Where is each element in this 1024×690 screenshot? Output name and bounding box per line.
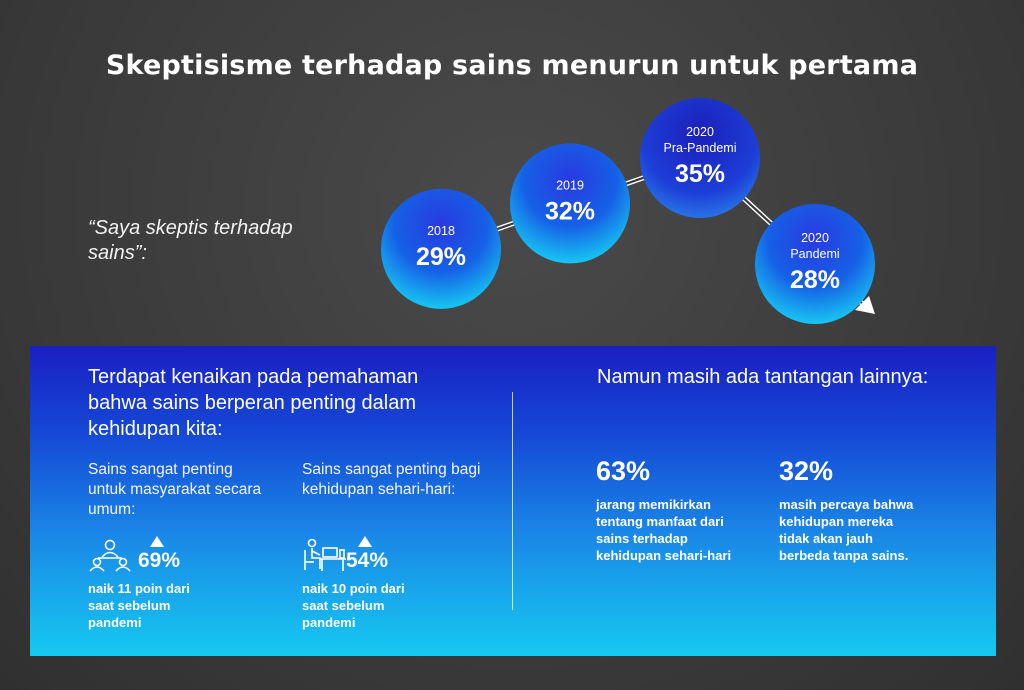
increase-arrow-icon xyxy=(358,536,372,547)
trend-arrow-icon xyxy=(855,296,875,314)
person-at-desk-icon xyxy=(304,538,346,571)
bubble-year-label: 2020 xyxy=(801,231,829,245)
stat2-note: naik 10 poin dari saat sebelum pandemi xyxy=(302,581,405,630)
stat4-note: masih percaya bahwa kehidupan mereka tid… xyxy=(779,497,914,563)
survey-quote: “Saya skeptis terhadap sains”: xyxy=(88,217,293,264)
bubble-value-label: 29% xyxy=(416,243,466,271)
right-heading: Namun masih ada tantangan lainnya: xyxy=(597,366,929,388)
stat3-note: jarang memikirkan tentang manfaat dari s… xyxy=(596,497,732,563)
bubble-2: 2020 Pra-Pandemi 35% xyxy=(640,98,760,218)
stat1-row xyxy=(88,534,132,572)
stat1-value: 69% xyxy=(138,549,181,572)
bubble-value-label: 28% xyxy=(790,266,840,294)
bubble-year-label: 2018 xyxy=(427,224,455,238)
bubble-circle xyxy=(755,204,875,324)
left-heading: Terdapat kenaikan pada pemahaman bahwa s… xyxy=(88,366,419,440)
panel-divider xyxy=(512,392,513,610)
people-meeting-icon xyxy=(89,539,131,572)
increase-arrow-icon xyxy=(150,536,164,547)
stat1-label: Sains sangat penting untuk masyarakat se… xyxy=(88,461,262,518)
bubble-year-label: Pandemi xyxy=(790,247,839,261)
bubble-circle xyxy=(510,143,630,264)
stat4-value: 32% xyxy=(779,456,834,486)
bubble-year-label: 2020 xyxy=(686,125,714,139)
stat1-note: naik 11 poin dari saat sebelum pandemi xyxy=(88,581,190,630)
stat2-label: Sains sangat penting bagi kehidupan seha… xyxy=(302,461,481,498)
stat2-row xyxy=(302,534,348,572)
bubble-0: 2018 29% xyxy=(381,188,501,309)
bubble-year-label: Pra-Pandemi xyxy=(664,141,737,155)
bubble-circle xyxy=(640,98,760,218)
stat2-value: 54% xyxy=(346,549,389,572)
bubble-year-label: 2019 xyxy=(556,178,584,192)
bubble-value-label: 32% xyxy=(545,197,595,225)
bubble-3: 2020 Pandemi 28% xyxy=(755,204,875,324)
bubble-1: 2019 32% xyxy=(510,143,630,264)
bubble-circle xyxy=(381,188,501,309)
skepticism-bubble-chart: 2018 29% 2019 32% 2020 Pra-Pandemi 35% 2020 Pand… xyxy=(381,98,875,324)
stat3-value: 63% xyxy=(596,456,651,486)
insights-panel: Terdapat kenaikan pada pemahaman bahwa s… xyxy=(30,346,996,656)
bubble-value-label: 35% xyxy=(675,160,725,188)
page-title: Skeptisisme terhadap sains menurun untuk… xyxy=(105,50,919,81)
